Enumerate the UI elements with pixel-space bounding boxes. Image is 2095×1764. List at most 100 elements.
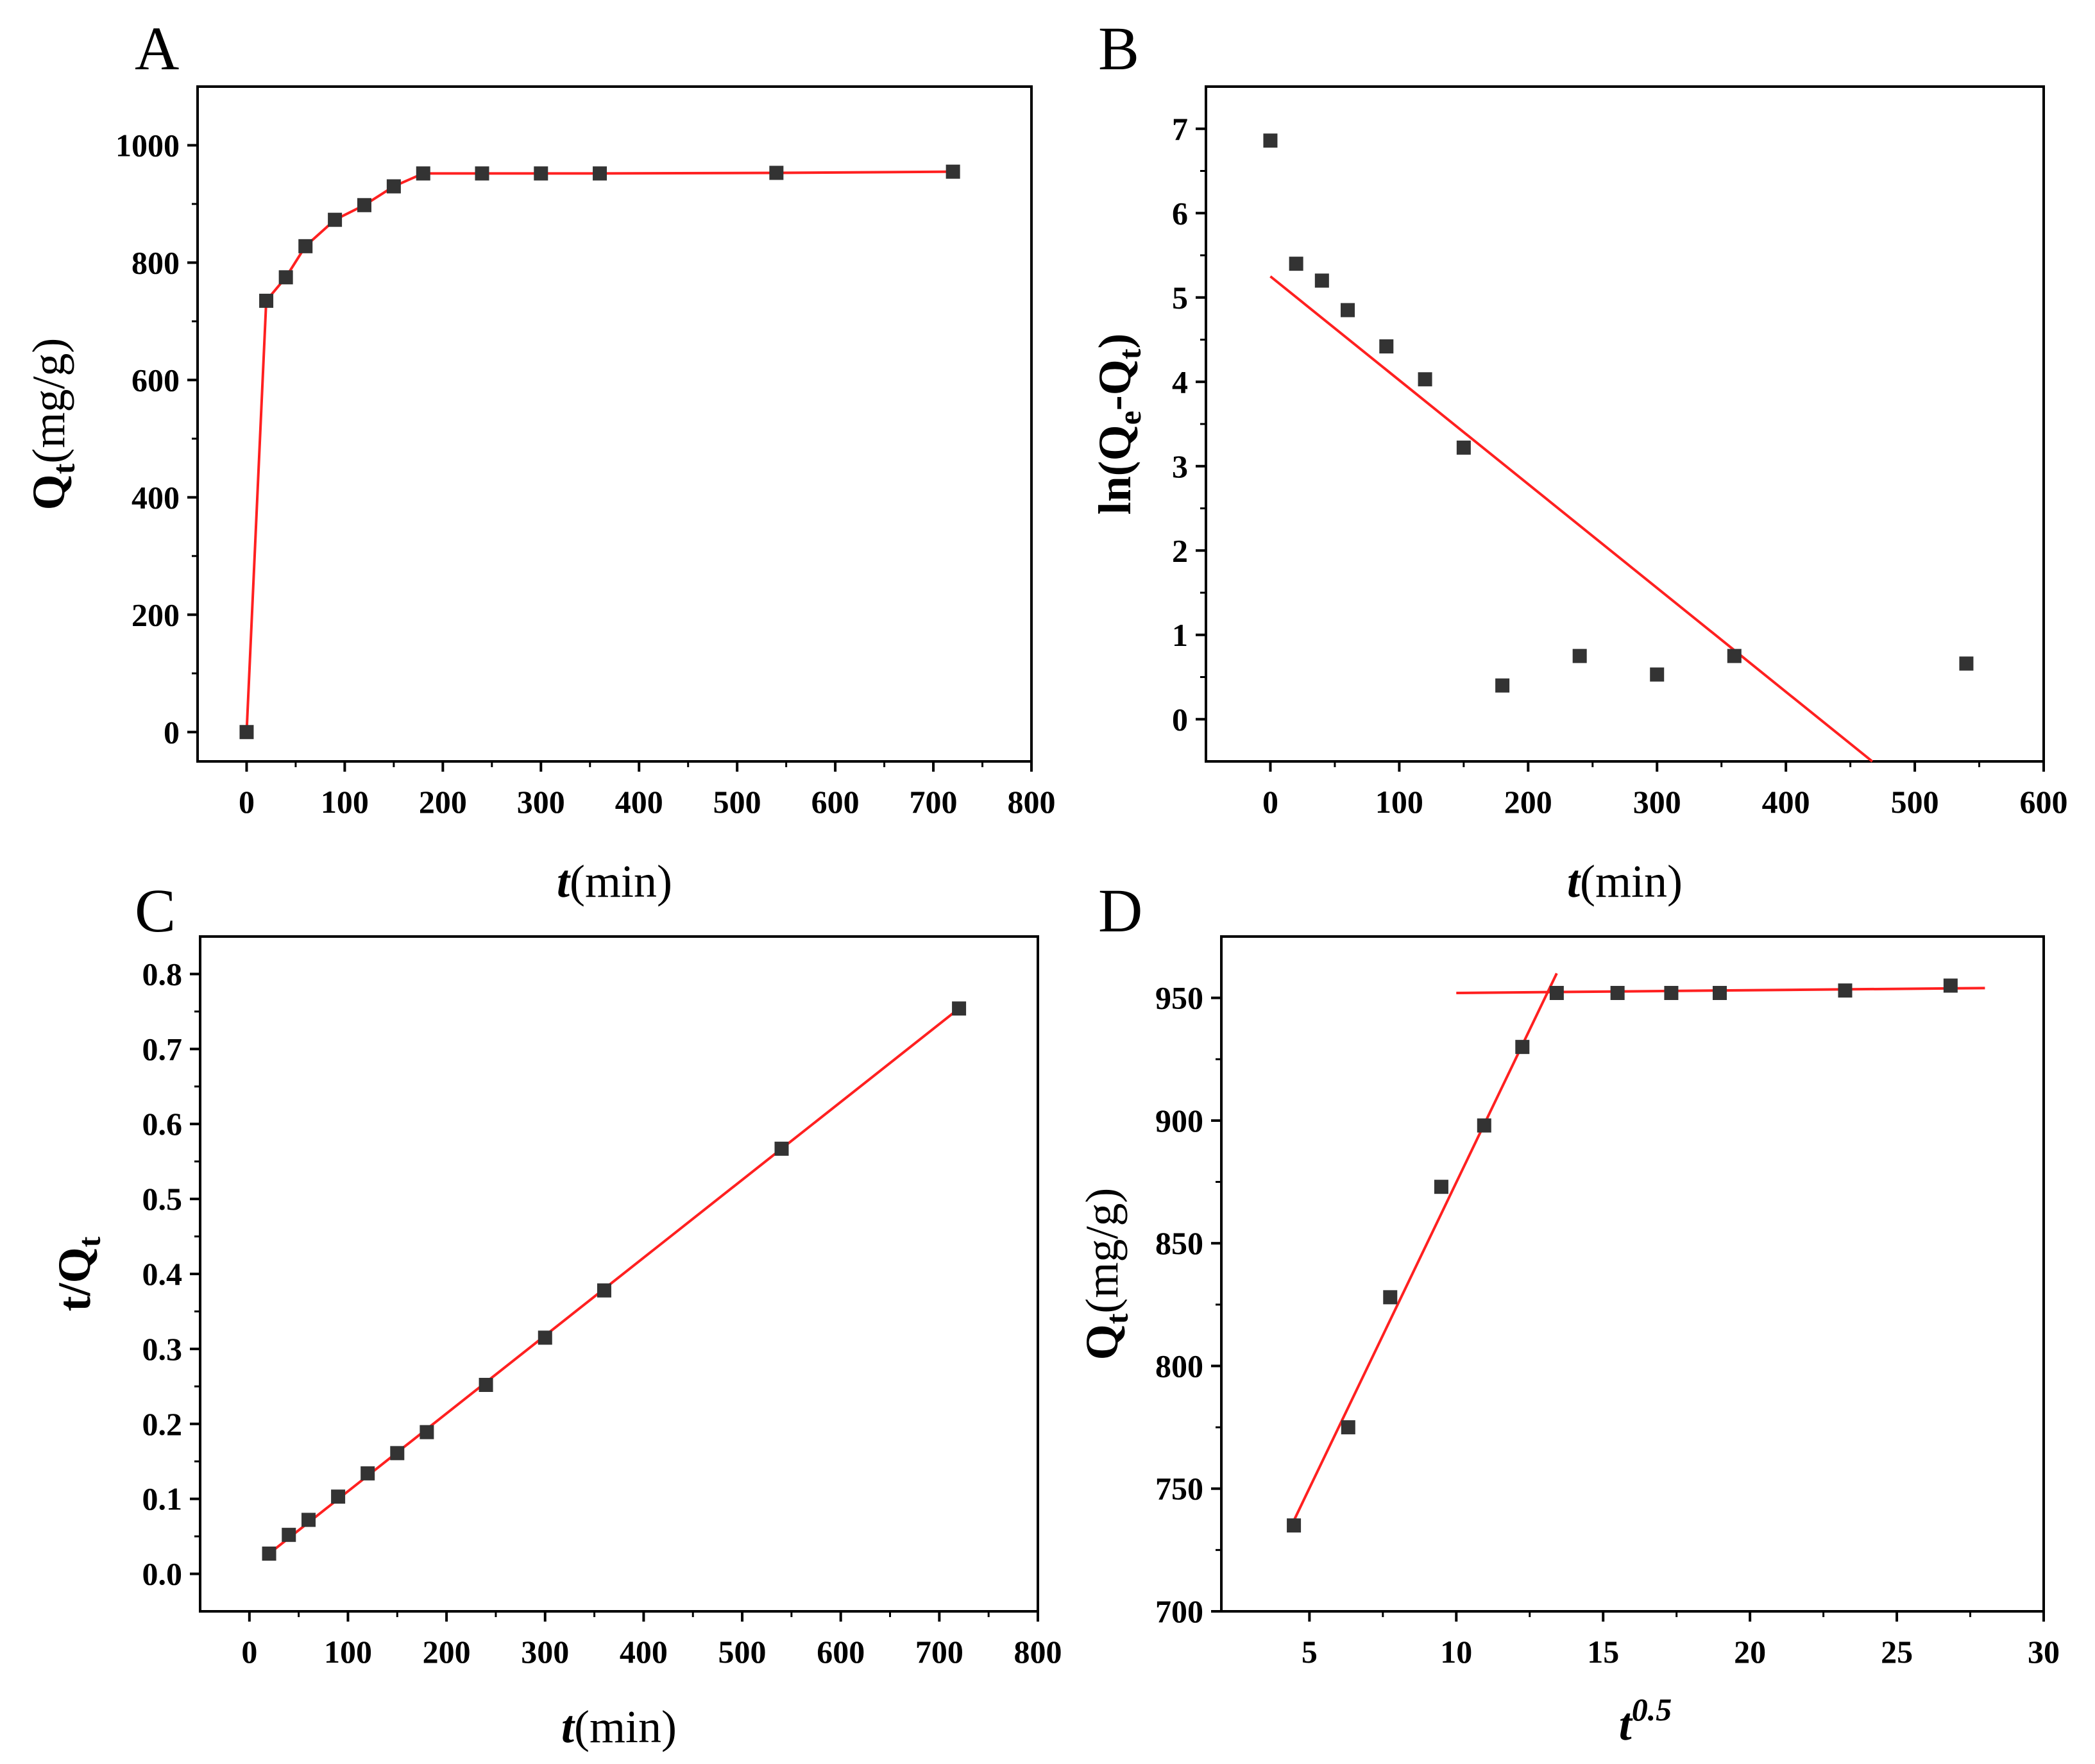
panel-d-y-tick-label: 750 [1155,1471,1203,1507]
panel-d-y-tick-label: 800 [1155,1348,1203,1384]
panel-a-fit-lines [245,170,953,733]
panel-b-x-ticks: 0 100 200 300 400 500 600 [1262,761,2068,820]
panel-d-fit-line [1293,972,1558,1522]
panel-d-data-point [1664,985,1679,1000]
panel-a-data-point [769,165,784,180]
panel-a-y-axis-label: Qt(mg/g) [23,338,81,511]
panel-b-y-tick-label: 0 [1172,701,1188,737]
panel-b-data-point [1314,273,1329,288]
panel-b-data-point [1959,656,1974,671]
panel-b-y-tick-label: 7 [1172,111,1188,147]
panel-b-y-tick-label: 5 [1172,280,1188,316]
panel-d-y-tick-label: 850 [1155,1225,1203,1261]
panel-b-y-tick-label: 1 [1172,617,1188,653]
panel-b-x-tick-label: 0 [1262,784,1278,820]
panel-b-x-axis-label: t(min) [1567,856,1683,907]
panel-d-x-tick-label: 25 [1881,1634,1913,1670]
panel-c-data-points [262,1001,967,1561]
panel-c-y-tick-label: 0.5 [142,1181,183,1217]
panel-b: B 0 100 200 300 400 500 600 0 1 2 3 4 5 6 7 t(min) ln… [1089,14,2068,907]
panel-c-data-point [952,1001,967,1016]
panel-d-y-tick-label: 950 [1155,980,1203,1016]
panel-a-x-tick-label: 0 [239,784,255,820]
panel-d-y-tick-label: 700 [1155,1593,1203,1629]
panel-a-data-point [328,212,343,227]
panel-c-y-tick-label: 0.3 [142,1331,183,1367]
panel-a-data-point [416,166,430,181]
panel-a: A 0 100 200 300 400 500 600 700 800 0 200 400 600 80… [23,14,1056,907]
panel-d-x-tick-label: 10 [1440,1634,1472,1670]
panel-a-y-tick-label: 1000 [115,127,180,163]
panel-a-data-point [386,179,401,194]
panel-d-fit-lines [1293,972,1985,1522]
panel-b-letter: B [1098,14,1139,83]
panel-c-y-tick-label: 0.0 [142,1556,183,1592]
panel-b-y-tick-label: 2 [1172,532,1188,568]
panel-d-data-point [1712,985,1727,1000]
panel-b-y-axis-label: ln(Qe-Qt) [1089,334,1148,515]
panel-d-y-axis-label: Qt(mg/g) [1076,1188,1135,1361]
panel-a-y-tick-label: 200 [131,597,180,632]
panel-d-data-point [1434,1180,1448,1194]
panel-a-data-point [475,166,489,181]
panel-a-x-tick-label: 400 [615,784,663,820]
panel-c-data-point [538,1330,552,1345]
panel-d-x-tick-label: 15 [1587,1634,1619,1670]
panel-b-y-tick-label: 4 [1172,364,1188,400]
panel-c-data-point [774,1141,789,1156]
panel-b-data-point [1650,667,1665,682]
panel-a-data-point [278,270,293,285]
panel-a-data-point [239,725,254,740]
panel-b-y-tick-label: 3 [1172,448,1188,484]
panel-c-x-tick-label: 400 [620,1634,668,1670]
panel-a-x-tick-label: 200 [419,784,467,820]
panel-d: D 5 10 15 20 25 30 700 750 800 850 900 950 t0.5 Qt… [1076,876,2060,1750]
panel-b-data-point [1572,649,1587,663]
panel-c-data-point [597,1283,611,1298]
panel-a-y-tick-label: 800 [131,244,180,280]
panel-c-y-axis-label: t/Qt [49,1236,107,1311]
panel-d-data-point [1943,978,1958,993]
panel-d-data-point [1341,1420,1355,1435]
panel-d-data-points [1287,978,1958,1533]
panel-d-letter: D [1098,876,1142,945]
panel-c-x-axis-label: t(min) [561,1701,677,1752]
panel-b-y-ticks: 0 1 2 3 4 5 6 7 [1172,111,1206,737]
panel-a-y-tick-label: 600 [131,362,180,398]
panel-a-x-axis-label: t(min) [557,856,672,907]
panel-c-y-tick-label: 0.7 [142,1031,183,1067]
panel-b-plot-frame [1205,85,2045,763]
panel-a-data-point [534,166,548,181]
panel-d-x-tick-label: 20 [1734,1634,1766,1670]
panel-d-plot-frame [1220,935,2045,1613]
panel-b-data-point [1263,133,1278,148]
panel-b-x-tick-label: 300 [1633,784,1681,820]
panel-c-x-tick-label: 800 [1014,1634,1062,1670]
panel-b-data-point [1495,678,1510,693]
panel-c: C 0 100 200 300 400 500 600 700 800 0.0 0.1 0.2 0.3… [49,876,1062,1752]
panel-b-x-tick-label: 600 [2020,784,2068,820]
panel-d-data-point [1610,985,1625,1000]
panel-a-data-point [946,164,960,179]
panel-c-data-point [390,1446,405,1461]
panel-a-x-ticks: 0 100 200 300 400 500 600 700 800 [239,761,1056,820]
panel-d-x-tick-label: 5 [1302,1634,1318,1670]
panel-d-data-point [1477,1118,1491,1133]
panel-a-data-points [239,164,960,740]
panel-a-y-tick-label: 400 [131,479,180,515]
panel-a-plot-frame [196,85,1033,763]
panel-c-x-tick-label: 500 [718,1634,767,1670]
panel-d-data-point [1383,1290,1398,1305]
panel-c-x-tick-label: 300 [521,1634,569,1670]
panel-c-x-tick-label: 100 [324,1634,372,1670]
panel-a-x-tick-label: 100 [321,784,369,820]
panel-a-x-tick-label: 300 [517,784,565,820]
panel-d-data-point [1515,1040,1530,1055]
panel-b-x-tick-label: 100 [1375,784,1423,820]
panel-c-y-tick-label: 0.1 [142,1481,183,1517]
panel-b-data-point [1341,303,1355,318]
panel-a-data-point [593,166,607,181]
panel-d-x-ticks: 5 10 15 20 25 30 [1302,1611,2060,1670]
panel-a-data-point [259,293,274,308]
